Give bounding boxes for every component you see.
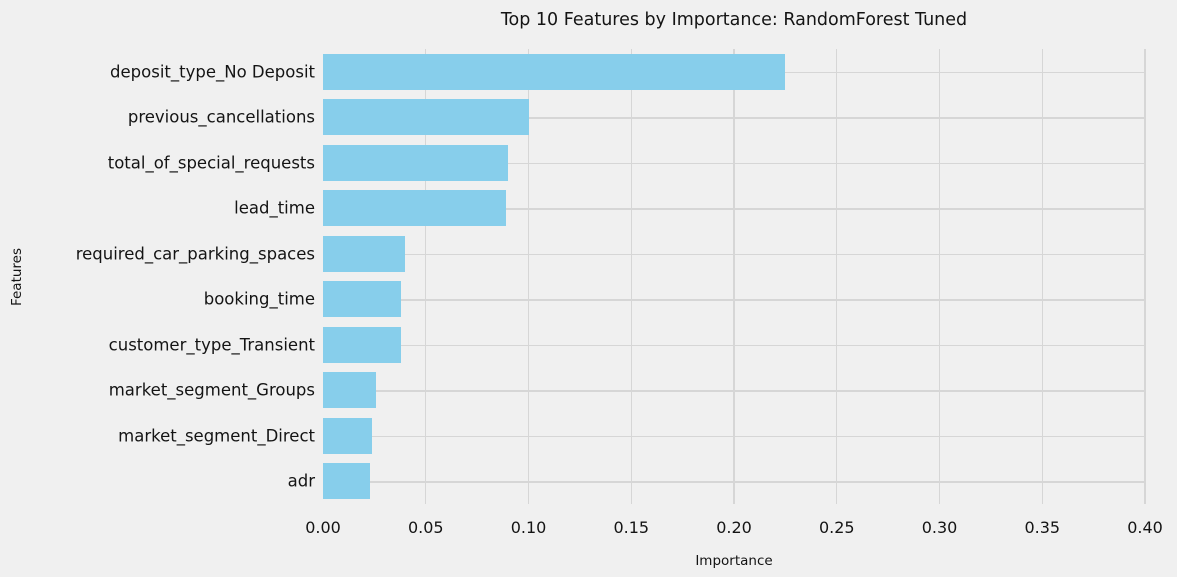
v-gridline bbox=[630, 49, 632, 504]
v-gridline bbox=[938, 49, 941, 504]
x-tick-label: 0.25 bbox=[818, 518, 855, 537]
bar bbox=[323, 190, 506, 227]
x-axis-label: Importance bbox=[695, 553, 773, 569]
x-tick-label: 0.15 bbox=[613, 518, 650, 537]
bar bbox=[323, 53, 786, 90]
bar bbox=[323, 372, 377, 409]
v-gridline bbox=[527, 49, 530, 504]
y-tick-label: lead_time bbox=[234, 198, 315, 218]
chart-title: Top 10 Features by Importance: RandomFor… bbox=[500, 10, 968, 30]
y-tick-label: market_segment_Groups bbox=[108, 380, 315, 400]
x-tick-label: 0.40 bbox=[1127, 518, 1163, 537]
bar bbox=[323, 281, 402, 318]
v-gridline bbox=[733, 49, 735, 504]
y-tick-label: previous_cancellations bbox=[127, 107, 315, 127]
x-tick-label: 0.00 bbox=[305, 518, 341, 537]
bar bbox=[323, 326, 402, 363]
y-tick-label: total_of_special_requests bbox=[107, 153, 315, 173]
x-axis-tick-labels: 0.00 0.05 0.10 0.15 0.20 0.25 0.30 0.35 0.40 bbox=[305, 504, 1163, 544]
bar bbox=[323, 463, 371, 500]
v-gridline bbox=[1041, 49, 1043, 504]
x-tick-label: 0.35 bbox=[1024, 518, 1061, 537]
bar bbox=[323, 235, 406, 272]
y-tick-label: customer_type_Transient bbox=[108, 335, 315, 355]
x-tick-label: 0.05 bbox=[407, 518, 444, 537]
y-tick-label: adr bbox=[287, 471, 315, 491]
y-tick-label: required_car_parking_spaces bbox=[75, 244, 315, 264]
bar bbox=[323, 144, 508, 181]
plot-area bbox=[323, 49, 1146, 504]
x-tick-label: 0.20 bbox=[716, 518, 752, 537]
bar bbox=[323, 417, 373, 454]
y-axis-label: Features bbox=[9, 247, 25, 307]
y-tick-label: market_segment_Direct bbox=[118, 426, 315, 446]
v-gridline bbox=[836, 49, 838, 504]
y-tick-label: deposit_type_No Deposit bbox=[110, 62, 315, 82]
bar bbox=[323, 99, 529, 136]
v-gridline bbox=[425, 49, 427, 504]
y-tick-label: booking_time bbox=[203, 289, 315, 309]
x-tick-label: 0.10 bbox=[510, 518, 547, 537]
v-gridline bbox=[1144, 49, 1146, 504]
y-axis-tick-labels: deposit_type_No Deposit previous_cancella… bbox=[0, 49, 315, 504]
x-tick-label: 0.30 bbox=[921, 518, 958, 537]
